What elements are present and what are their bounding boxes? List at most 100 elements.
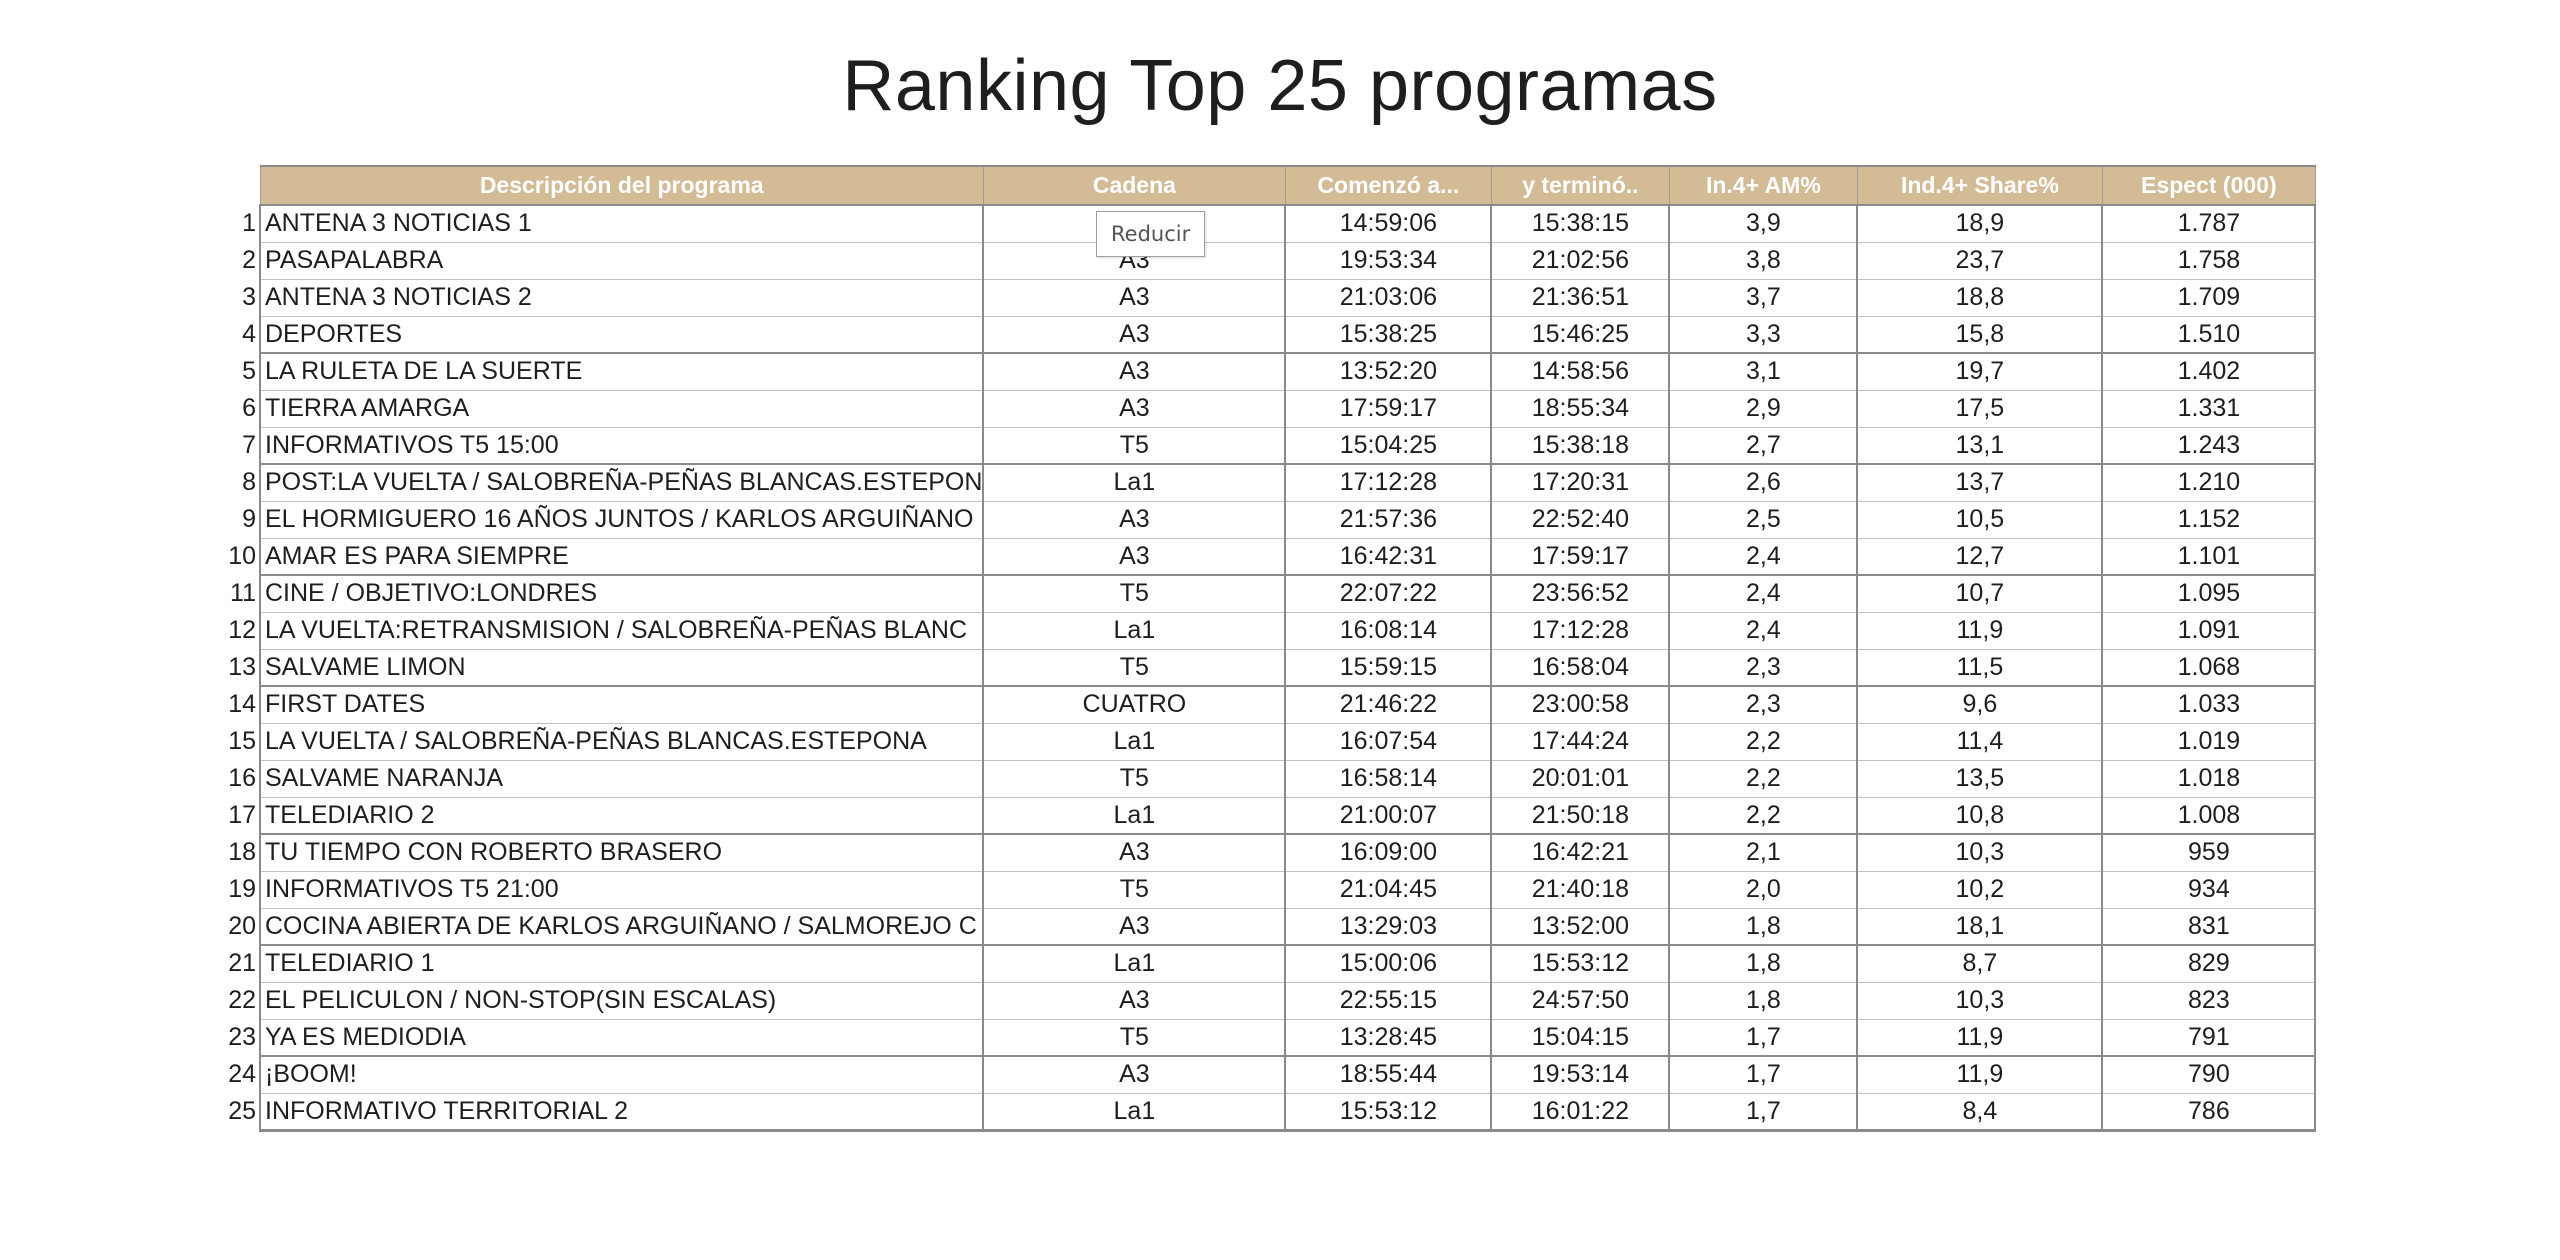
cell-descripcion[interactable]: COCINA ABIERTA DE KARLOS ARGUIÑANO / SAL… xyxy=(258,908,985,946)
cell-am[interactable]: 1,7 xyxy=(1668,1019,1859,1057)
cell-comenzo[interactable]: 19:53:34 xyxy=(1284,242,1493,280)
cell-am[interactable]: 3,1 xyxy=(1668,353,1859,391)
cell-comenzo[interactable]: 16:58:14 xyxy=(1284,760,1493,798)
cell-cadena[interactable]: T5 xyxy=(982,760,1287,798)
cell-cadena[interactable]: La1 xyxy=(982,797,1287,835)
cell-am[interactable]: 2,2 xyxy=(1668,723,1859,761)
cell-descripcion[interactable]: TU TIEMPO CON ROBERTO BRASERO xyxy=(258,834,985,872)
cell-share[interactable]: 11,9 xyxy=(1856,612,2104,650)
cell-cadena[interactable]: La1 xyxy=(982,723,1287,761)
cell-descripcion[interactable]: PASAPALABRA xyxy=(258,242,985,280)
table-row[interactable]: 13 SALVAME LIMON T5 15:59:15 16:58:04 2,3 11,5… xyxy=(213,649,2317,687)
table-row[interactable]: 17 TELEDIARIO 2 La1 21:00:07 21:50:18 2,2 10,8… xyxy=(213,797,2317,835)
cell-descripcion[interactable]: TELEDIARIO 1 xyxy=(258,945,985,983)
cell-espect[interactable]: 1.068 xyxy=(2101,649,2317,687)
cell-cadena[interactable]: A3 xyxy=(982,908,1287,946)
table-row[interactable]: 9 EL HORMIGUERO 16 AÑOS JUNTOS / KARLOS A… xyxy=(213,501,2317,539)
cell-cadena[interactable]: A3 xyxy=(982,1056,1287,1094)
cell-termino[interactable]: 21:50:18 xyxy=(1490,797,1671,835)
cell-share[interactable]: 10,2 xyxy=(1856,871,2104,909)
cell-cadena[interactable]: A3 xyxy=(982,316,1287,354)
cell-descripcion[interactable]: TIERRA AMARGA xyxy=(258,390,985,428)
table-row[interactable]: 11 CINE / OBJETIVO:LONDRES T5 22:07:22 23:56… xyxy=(213,575,2317,613)
cell-am[interactable]: 2,3 xyxy=(1668,686,1859,724)
table-row[interactable]: 22 EL PELICULON / NON-STOP(SIN ESCALAS) A3… xyxy=(213,982,2317,1020)
cell-cadena[interactable]: A3 xyxy=(982,390,1287,428)
cell-descripcion[interactable]: EL HORMIGUERO 16 AÑOS JUNTOS / KARLOS AR… xyxy=(258,501,985,539)
table-row[interactable]: 20 COCINA ABIERTA DE KARLOS ARGUIÑANO / S… xyxy=(213,908,2317,946)
cell-share[interactable]: 13,1 xyxy=(1856,427,2104,465)
cell-am[interactable]: 2,5 xyxy=(1668,501,1859,539)
cell-am[interactable]: 2,1 xyxy=(1668,834,1859,872)
cell-am[interactable]: 2,9 xyxy=(1668,390,1859,428)
cell-termino[interactable]: 18:55:34 xyxy=(1490,390,1671,428)
cell-termino[interactable]: 23:56:52 xyxy=(1490,575,1671,613)
cell-cadena[interactable]: T5 xyxy=(982,1019,1287,1057)
cell-comenzo[interactable]: 22:07:22 xyxy=(1284,575,1493,613)
cell-descripcion[interactable]: LA RULETA DE LA SUERTE xyxy=(258,353,985,391)
cell-espect[interactable]: 1.331 xyxy=(2101,390,2317,428)
table-row[interactable]: 5 LA RULETA DE LA SUERTE A3 13:52:20 14:58:5… xyxy=(213,353,2317,391)
cell-cadena[interactable]: A3 xyxy=(982,279,1287,317)
cell-espect[interactable]: 1.210 xyxy=(2101,464,2317,502)
cell-termino[interactable]: 15:53:12 xyxy=(1490,945,1671,983)
cell-comenzo[interactable]: 21:57:36 xyxy=(1284,501,1493,539)
table-row[interactable]: 21 TELEDIARIO 1 La1 15:00:06 15:53:12 1,8 8,7 8… xyxy=(213,945,2317,983)
cell-termino[interactable]: 19:53:14 xyxy=(1490,1056,1671,1094)
cell-termino[interactable]: 17:44:24 xyxy=(1490,723,1671,761)
table-row[interactable]: 7 INFORMATIVOS T5 15:00 T5 15:04:25 15:38:18… xyxy=(213,427,2317,465)
cell-comenzo[interactable]: 15:00:06 xyxy=(1284,945,1493,983)
cell-termino[interactable]: 15:46:25 xyxy=(1490,316,1671,354)
cell-share[interactable]: 9,6 xyxy=(1856,686,2104,724)
cell-comenzo[interactable]: 21:00:07 xyxy=(1284,797,1493,835)
table-row[interactable]: 8 POST:LA VUELTA / SALOBREÑA-PEÑAS BLANCA… xyxy=(213,464,2317,502)
cell-termino[interactable]: 21:02:56 xyxy=(1490,242,1671,280)
cell-espect[interactable]: 1.033 xyxy=(2101,686,2317,724)
cell-comenzo[interactable]: 18:55:44 xyxy=(1284,1056,1493,1094)
cell-cadena[interactable]: A3 xyxy=(982,982,1287,1020)
cell-share[interactable]: 19,7 xyxy=(1856,353,2104,391)
table-row[interactable]: 4 DEPORTES A3 15:38:25 15:46:25 3,3 15,8 1.510 xyxy=(213,316,2317,354)
cell-descripcion[interactable]: AMAR ES PARA SIEMPRE xyxy=(258,538,985,576)
cell-am[interactable]: 2,2 xyxy=(1668,797,1859,835)
cell-termino[interactable]: 20:01:01 xyxy=(1490,760,1671,798)
cell-cadena[interactable]: CUATRO xyxy=(982,686,1287,724)
cell-share[interactable]: 8,4 xyxy=(1856,1093,2104,1132)
cell-am[interactable]: 2,7 xyxy=(1668,427,1859,465)
table-row[interactable]: 16 SALVAME NARANJA T5 16:58:14 20:01:01 2,2 13… xyxy=(213,760,2317,798)
cell-espect[interactable]: 1.787 xyxy=(2101,205,2317,243)
cell-espect[interactable]: 791 xyxy=(2101,1019,2317,1057)
cell-termino[interactable]: 22:52:40 xyxy=(1490,501,1671,539)
cell-share[interactable]: 11,5 xyxy=(1856,649,2104,687)
cell-comenzo[interactable]: 15:38:25 xyxy=(1284,316,1493,354)
cell-espect[interactable]: 1.758 xyxy=(2101,242,2317,280)
cell-share[interactable]: 11,9 xyxy=(1856,1019,2104,1057)
cell-termino[interactable]: 15:38:15 xyxy=(1490,205,1671,243)
cell-cadena[interactable]: La1 xyxy=(982,612,1287,650)
table-row[interactable]: 12 LA VUELTA:RETRANSMISION / SALOBREÑA-PE… xyxy=(213,612,2317,650)
cell-descripcion[interactable]: SALVAME NARANJA xyxy=(258,760,985,798)
cell-termino[interactable]: 23:00:58 xyxy=(1490,686,1671,724)
cell-descripcion[interactable]: EL PELICULON / NON-STOP(SIN ESCALAS) xyxy=(258,982,985,1020)
cell-espect[interactable]: 831 xyxy=(2101,908,2317,946)
cell-espect[interactable]: 1.101 xyxy=(2101,538,2317,576)
cell-termino[interactable]: 13:52:00 xyxy=(1490,908,1671,946)
cell-am[interactable]: 2,4 xyxy=(1668,612,1859,650)
cell-share[interactable]: 18,9 xyxy=(1856,205,2104,243)
cell-am[interactable]: 3,7 xyxy=(1668,279,1859,317)
cell-share[interactable]: 17,5 xyxy=(1856,390,2104,428)
cell-share[interactable]: 10,5 xyxy=(1856,501,2104,539)
cell-share[interactable]: 10,3 xyxy=(1856,982,2104,1020)
cell-am[interactable]: 1,7 xyxy=(1668,1093,1859,1132)
cell-cadena[interactable]: T5 xyxy=(982,575,1287,613)
cell-espect[interactable]: 829 xyxy=(2101,945,2317,983)
cell-share[interactable]: 23,7 xyxy=(1856,242,2104,280)
cell-espect[interactable]: 1.709 xyxy=(2101,279,2317,317)
cell-share[interactable]: 18,1 xyxy=(1856,908,2104,946)
cell-am[interactable]: 2,2 xyxy=(1668,760,1859,798)
cell-comenzo[interactable]: 13:29:03 xyxy=(1284,908,1493,946)
cell-am[interactable]: 1,8 xyxy=(1668,945,1859,983)
table-row[interactable]: 25 INFORMATIVO TERRITORIAL 2 La1 15:53:12 16… xyxy=(213,1093,2317,1132)
cell-comenzo[interactable]: 16:09:00 xyxy=(1284,834,1493,872)
